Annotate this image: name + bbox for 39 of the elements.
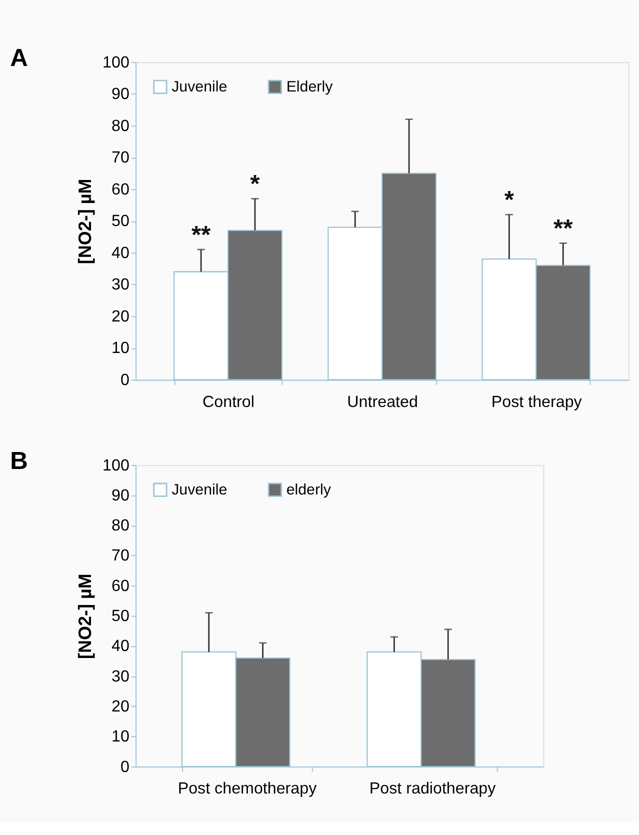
legend-label: Juvenile — [172, 482, 228, 499]
data-label: ** — [554, 216, 574, 243]
legend-label: Juvenile — [172, 78, 228, 96]
y-tick-label: 90 — [111, 486, 130, 504]
y-tick-label: 60 — [111, 576, 130, 595]
legend-label: Elderly — [286, 78, 334, 96]
y-tick-label: 10 — [111, 339, 130, 358]
x-tick-label: Control — [202, 392, 254, 411]
data-label: * — [504, 186, 514, 214]
y-axis-title: [NO2-] µM — [75, 178, 96, 264]
y-tick-label: 40 — [111, 637, 130, 656]
x-tick-label: Post therapy — [491, 392, 583, 411]
y-tick-label: 80 — [111, 516, 130, 535]
y-tick-label: 70 — [111, 148, 130, 167]
y-tick-label: 30 — [111, 667, 130, 686]
data-label: * — [250, 171, 260, 198]
y-tick-label: 80 — [111, 116, 130, 135]
y-tick-label: 40 — [111, 244, 130, 262]
y-axis-title: [NO2-] µM — [75, 574, 96, 659]
y-tick-label: 0 — [120, 370, 130, 389]
y-tick-label: 10 — [111, 728, 130, 746]
y-tick-label: 100 — [102, 456, 130, 474]
legend-label: elderly — [286, 482, 332, 499]
y-tick-label: 100 — [102, 53, 130, 72]
chart-title: B — [10, 448, 28, 475]
chart-title: A — [10, 44, 28, 72]
y-tick-label: 90 — [111, 85, 130, 104]
y-tick-label: 50 — [111, 607, 130, 626]
y-tick-label: 20 — [111, 697, 130, 716]
x-tick-label: Post chemotherapy — [178, 780, 318, 798]
y-tick-label: 70 — [111, 546, 130, 565]
x-tick-label: Untreated — [347, 392, 418, 411]
y-tick-label: 30 — [111, 276, 130, 294]
data-label: ** — [191, 222, 212, 249]
y-tick-label: 20 — [111, 307, 130, 326]
x-tick-label: Post radiotherapy — [369, 780, 497, 798]
y-tick-label: 50 — [111, 212, 130, 230]
y-tick-label: 0 — [120, 758, 130, 776]
y-tick-label: 60 — [111, 180, 130, 198]
